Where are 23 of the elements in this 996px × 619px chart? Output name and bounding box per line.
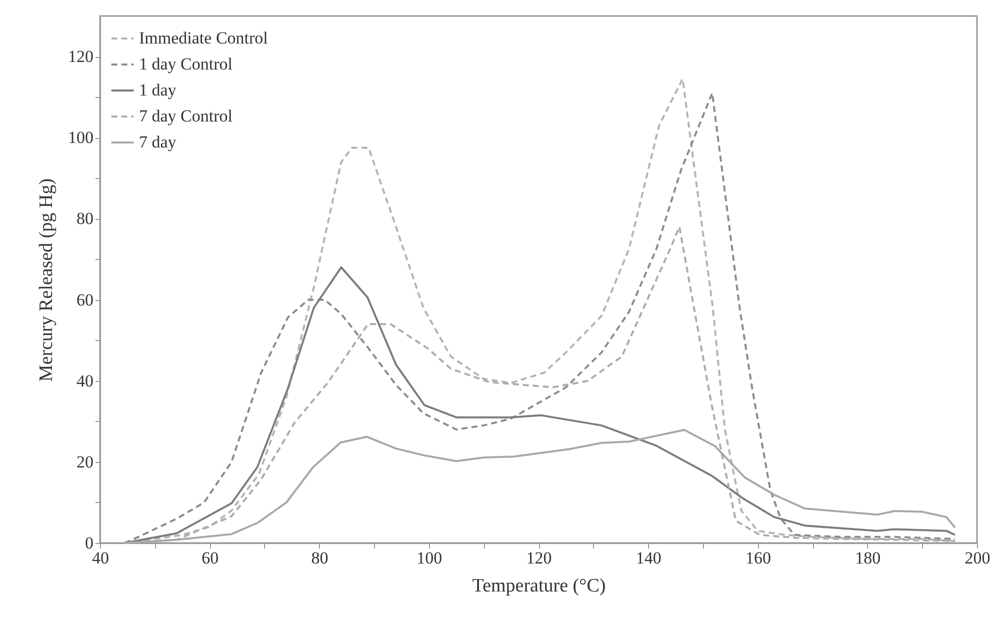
x-tick-label: 100 (416, 548, 442, 568)
legend-label: Immediate Control (139, 28, 268, 48)
y-tick-label: 100 (68, 128, 94, 148)
x-tick-label: 180 (855, 548, 881, 568)
legend-label: 1 day (139, 80, 177, 100)
x-tick-label: 200 (964, 548, 990, 568)
y-tick-label: 0 (85, 534, 94, 552)
x-tick-label: 120 (526, 548, 552, 568)
legend-label: 1 day Control (139, 54, 233, 74)
y-tick-label: 120 (68, 47, 94, 66)
x-tick-label: 140 (636, 548, 662, 568)
y-tick-label: 80 (76, 209, 94, 228)
x-tick-label: 160 (746, 548, 771, 568)
legend-label: 7 day Control (139, 106, 233, 126)
y-tick-label: 60 (76, 290, 94, 310)
x-tick-label: 60 (202, 548, 219, 568)
x-tick-label: 40 (92, 548, 109, 568)
y-axis-title: Mercury Released (pg Hg) (36, 178, 57, 382)
x-axis-title: Temperature (°C) (472, 576, 606, 596)
x-tick-label: 80 (311, 548, 328, 568)
y-tick-label: 40 (76, 371, 94, 390)
y-tick-label: 20 (76, 452, 94, 472)
legend-label: 7 day (139, 132, 177, 152)
